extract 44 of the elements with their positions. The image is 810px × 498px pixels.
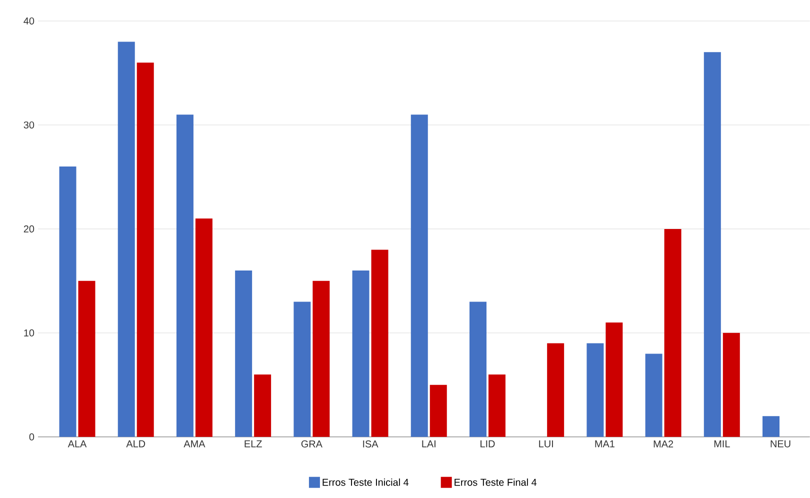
bar <box>547 343 564 437</box>
bar <box>410 114 428 437</box>
bar <box>118 42 135 437</box>
x-tick-label: ALD <box>126 440 146 448</box>
bar <box>469 302 486 437</box>
bar <box>606 322 623 437</box>
bar <box>312 280 330 437</box>
x-tick-label: LAI <box>422 440 436 448</box>
y-tick-label: 30 <box>24 122 34 129</box>
y-tick-label: 40 <box>24 18 34 25</box>
x-tick-label: ISA <box>363 440 378 448</box>
y-tick-label: 20 <box>24 225 34 233</box>
x-tick-label: MA2 <box>654 440 674 448</box>
bar <box>136 62 154 437</box>
bar <box>645 354 662 437</box>
bar <box>488 374 506 437</box>
x-tick-label: LUI <box>539 440 553 448</box>
bar <box>722 332 740 437</box>
x-tick-label: LID <box>480 440 495 448</box>
legend-label: Erros Teste Final 4 <box>454 478 537 486</box>
x-tick-label: GRA <box>301 440 322 448</box>
bar <box>352 270 370 437</box>
bar <box>78 280 96 437</box>
x-tick-label: ELZ <box>244 440 262 448</box>
bar <box>195 218 212 437</box>
bar <box>664 229 682 437</box>
bar <box>59 166 76 437</box>
bar <box>762 416 780 437</box>
x-tick-label: ALA <box>68 440 87 448</box>
bar <box>254 374 272 437</box>
bar <box>294 302 311 437</box>
x-tick-label: MIL <box>714 440 730 448</box>
bar <box>235 270 252 437</box>
bar <box>176 114 194 437</box>
x-tick-label: NEU <box>770 440 790 448</box>
bar <box>586 343 604 437</box>
x-tick-label: MA1 <box>595 440 614 448</box>
x-tick-label: AMA <box>184 440 206 448</box>
y-tick-label: 10 <box>24 329 34 336</box>
bar <box>704 52 721 437</box>
y-tick-label: 0 <box>29 433 34 440</box>
bar <box>371 250 388 437</box>
bar <box>430 384 447 437</box>
legend-label: Erros Teste Inicial 4 <box>322 478 409 486</box>
